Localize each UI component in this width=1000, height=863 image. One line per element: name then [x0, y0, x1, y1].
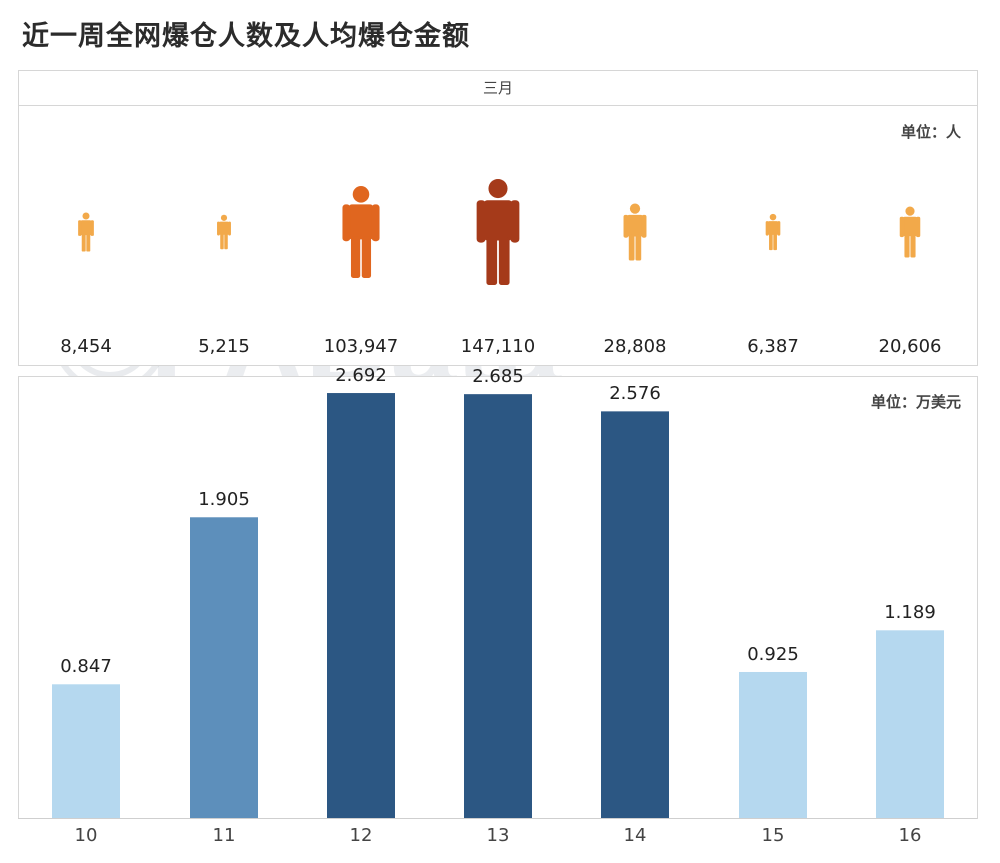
month-header: 三月: [19, 71, 977, 106]
bar: [327, 393, 395, 818]
bar-value-label: 1.189: [884, 602, 936, 624]
x-tick-label: 13: [486, 825, 510, 846]
bar: [876, 630, 944, 818]
person-icon: [476, 179, 520, 285]
count-value-label: 20,606: [878, 336, 942, 357]
x-tick-label: 12: [349, 825, 373, 846]
bar: [601, 411, 669, 818]
x-tick-label: 11: [212, 825, 236, 846]
bar: [52, 684, 120, 818]
x-tick-label: 15: [761, 825, 785, 846]
bar-value-label: 2.685: [472, 366, 524, 388]
chart-title: 近一周全网爆仓人数及人均爆仓金额: [22, 21, 470, 52]
x-tick-label: 16: [898, 825, 922, 846]
person-icon: [342, 186, 380, 278]
count-value-label: 103,947: [323, 336, 399, 357]
count-value-label: 28,808: [603, 336, 667, 357]
count-value-label: 5,215: [198, 336, 250, 357]
bar-value-label: 2.576: [609, 383, 661, 405]
bar-value-label: 2.692: [335, 365, 387, 387]
x-axis-line: [18, 818, 977, 819]
unit-label-count: 单位：人: [900, 123, 961, 141]
person-icon: [899, 206, 921, 258]
person-icon: [623, 203, 647, 261]
person-icon: [78, 212, 94, 252]
bar-value-label: 0.847: [60, 656, 112, 678]
bar: [739, 671, 807, 818]
person-icon: [217, 214, 231, 250]
unit-label-amount: 单位：万美元: [870, 393, 961, 411]
count-value-label: 6,387: [747, 336, 799, 357]
person-icon: [765, 213, 781, 251]
count-value-label: 147,110: [460, 336, 536, 357]
bar-value-label: 1.905: [198, 489, 250, 511]
x-tick-label: 10: [74, 825, 98, 846]
count-value-label: 8,454: [60, 336, 112, 357]
bar: [464, 394, 532, 818]
bar: [190, 517, 258, 818]
bar-value-label: 0.925: [747, 643, 799, 665]
x-tick-label: 14: [623, 825, 647, 846]
